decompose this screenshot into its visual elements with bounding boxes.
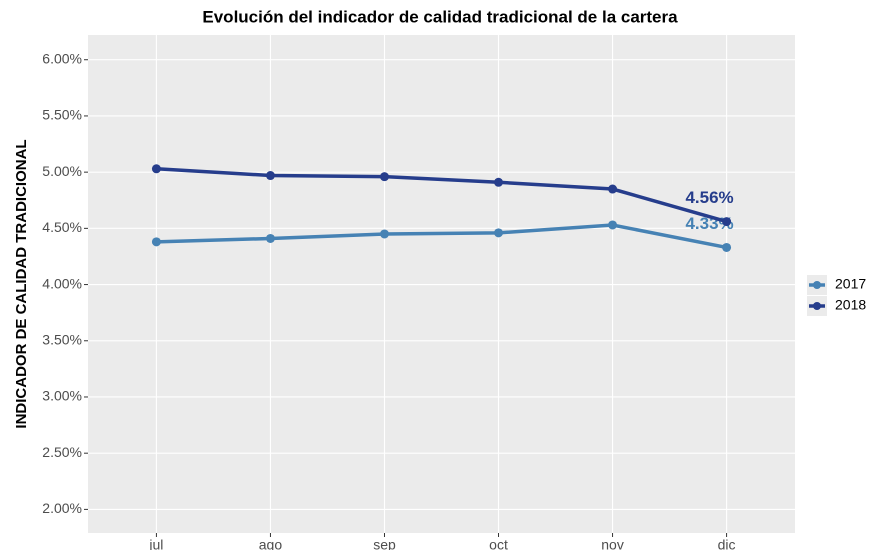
chart-title: Evolución del indicador de calidad tradi…: [202, 7, 678, 26]
y-tick-label: 6.00%: [42, 50, 82, 66]
point: [494, 228, 504, 238]
point: [265, 171, 275, 181]
y-tick-label: 5.00%: [42, 163, 82, 179]
x-tick-label: nov: [601, 537, 624, 550]
y-tick-label: 3.00%: [42, 388, 82, 404]
y-tick-label: 2.50%: [42, 444, 82, 460]
point: [265, 233, 275, 243]
x-tick-label: oct: [489, 537, 508, 550]
y-tick-label: 5.50%: [42, 107, 82, 123]
y-tick-label: 4.00%: [42, 275, 82, 291]
y-tick-label: 3.50%: [42, 331, 82, 347]
series-line: [156, 223, 727, 250]
legend-key-point: [813, 281, 821, 289]
point: [608, 184, 618, 194]
series-line: [156, 167, 728, 224]
legend-key-point: [813, 302, 821, 310]
legend-label: 2017: [835, 276, 866, 292]
data-label: 4.56%: [685, 188, 733, 207]
y-tick-label: 4.50%: [42, 219, 82, 235]
point: [494, 177, 504, 187]
y-axis-title: INDICADOR DE CALIDAD TRADICIONAL: [13, 139, 30, 428]
x-tick-label: ago: [259, 537, 283, 550]
point: [722, 242, 732, 252]
point: [379, 229, 389, 239]
point: [379, 172, 389, 182]
legend-label: 2018: [835, 297, 866, 313]
point: [151, 164, 161, 174]
y-tick-label: 2.00%: [42, 500, 82, 516]
panel: [88, 35, 795, 533]
x-tick-label: dic: [718, 537, 736, 550]
point: [151, 237, 161, 247]
point: [722, 217, 732, 227]
point: [608, 220, 618, 230]
x-tick-label: jul: [148, 537, 163, 550]
x-tick-label: sep: [373, 537, 396, 550]
